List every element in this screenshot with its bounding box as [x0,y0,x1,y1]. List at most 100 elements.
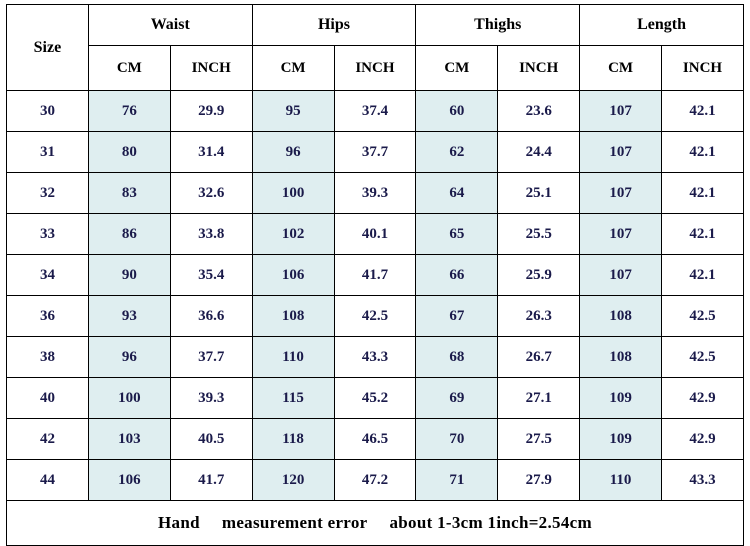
table-row: 338633.810240.16525.510742.1 [7,214,744,255]
header-row-units: CM INCH CM INCH CM INCH CM INCH [7,46,744,91]
cell-hips_in: 37.4 [334,91,416,132]
cell-hips_in: 40.1 [334,214,416,255]
footer-part-3: about 1-3cm 1inch=2.54cm [389,513,591,532]
cell-thighs_cm: 68 [416,337,498,378]
cell-size: 36 [7,296,89,337]
cell-length_cm: 110 [580,460,662,501]
cell-length_in: 42.9 [662,419,744,460]
cell-thighs_cm: 60 [416,91,498,132]
subheader-hips-inch: INCH [334,46,416,91]
cell-length_cm: 109 [580,378,662,419]
cell-hips_in: 43.3 [334,337,416,378]
cell-size: 38 [7,337,89,378]
cell-hips_cm: 96 [252,132,334,173]
cell-thighs_cm: 70 [416,419,498,460]
cell-waist_in: 39.3 [170,378,252,419]
cell-length_cm: 107 [580,132,662,173]
cell-size: 34 [7,255,89,296]
cell-length_cm: 107 [580,173,662,214]
table-row: 307629.99537.46023.610742.1 [7,91,744,132]
cell-size: 40 [7,378,89,419]
cell-waist_cm: 93 [88,296,170,337]
footer-part-1: Hand [158,513,200,532]
cell-waist_cm: 80 [88,132,170,173]
cell-hips_cm: 120 [252,460,334,501]
size-chart-table: Size Waist Hips Thighs Length CM INCH CM… [6,4,744,546]
cell-size: 32 [7,173,89,214]
cell-thighs_cm: 69 [416,378,498,419]
header-hips: Hips [252,5,416,46]
cell-hips_in: 37.7 [334,132,416,173]
cell-length_in: 42.1 [662,132,744,173]
cell-waist_cm: 76 [88,91,170,132]
cell-waist_in: 31.4 [170,132,252,173]
header-thighs: Thighs [416,5,580,46]
cell-hips_in: 41.7 [334,255,416,296]
cell-waist_in: 40.5 [170,419,252,460]
cell-hips_in: 39.3 [334,173,416,214]
cell-length_in: 42.1 [662,91,744,132]
subheader-length-inch: INCH [662,46,744,91]
cell-thighs_in: 25.1 [498,173,580,214]
table-row: 4410641.712047.27127.911043.3 [7,460,744,501]
cell-waist_in: 29.9 [170,91,252,132]
cell-hips_in: 46.5 [334,419,416,460]
table-row: 369336.610842.56726.310842.5 [7,296,744,337]
footer-note: Hand measurement error about 1-3cm 1inch=2… [7,501,744,546]
cell-thighs_cm: 66 [416,255,498,296]
cell-hips_cm: 118 [252,419,334,460]
cell-thighs_cm: 64 [416,173,498,214]
cell-size: 33 [7,214,89,255]
cell-length_in: 42.1 [662,214,744,255]
cell-hips_cm: 95 [252,91,334,132]
cell-waist_in: 36.6 [170,296,252,337]
cell-thighs_in: 27.9 [498,460,580,501]
cell-hips_cm: 115 [252,378,334,419]
cell-waist_in: 33.8 [170,214,252,255]
cell-hips_in: 45.2 [334,378,416,419]
cell-thighs_cm: 62 [416,132,498,173]
cell-waist_in: 35.4 [170,255,252,296]
cell-waist_cm: 103 [88,419,170,460]
table-row: 349035.410641.76625.910742.1 [7,255,744,296]
cell-hips_cm: 106 [252,255,334,296]
header-length: Length [580,5,744,46]
cell-length_cm: 107 [580,91,662,132]
header-waist: Waist [88,5,252,46]
table-row: 318031.49637.76224.410742.1 [7,132,744,173]
cell-thighs_in: 26.7 [498,337,580,378]
cell-waist_in: 41.7 [170,460,252,501]
footer-row: Hand measurement error about 1-3cm 1inch=2… [7,501,744,546]
cell-thighs_cm: 65 [416,214,498,255]
cell-length_cm: 108 [580,296,662,337]
cell-waist_in: 37.7 [170,337,252,378]
header-row-groups: Size Waist Hips Thighs Length [7,5,744,46]
table-row: 4210340.511846.57027.510942.9 [7,419,744,460]
cell-hips_cm: 108 [252,296,334,337]
cell-hips_cm: 102 [252,214,334,255]
cell-length_in: 42.1 [662,255,744,296]
cell-size: 31 [7,132,89,173]
cell-waist_cm: 106 [88,460,170,501]
header-size: Size [7,5,89,91]
cell-length_cm: 109 [580,419,662,460]
cell-waist_cm: 83 [88,173,170,214]
cell-waist_cm: 100 [88,378,170,419]
cell-thighs_in: 27.1 [498,378,580,419]
size-chart-wrapper: Size Waist Hips Thighs Length CM INCH CM… [0,0,750,541]
cell-thighs_cm: 71 [416,460,498,501]
cell-length_cm: 107 [580,255,662,296]
cell-thighs_cm: 67 [416,296,498,337]
cell-hips_in: 47.2 [334,460,416,501]
cell-length_cm: 107 [580,214,662,255]
footer-part-2: measurement error [222,513,368,532]
table-body: 307629.99537.46023.610742.1318031.49637.… [7,91,744,501]
cell-hips_cm: 100 [252,173,334,214]
subheader-thighs-cm: CM [416,46,498,91]
cell-waist_in: 32.6 [170,173,252,214]
cell-length_in: 42.5 [662,337,744,378]
cell-length_in: 42.1 [662,173,744,214]
cell-thighs_in: 24.4 [498,132,580,173]
subheader-length-cm: CM [580,46,662,91]
cell-length_in: 42.5 [662,296,744,337]
